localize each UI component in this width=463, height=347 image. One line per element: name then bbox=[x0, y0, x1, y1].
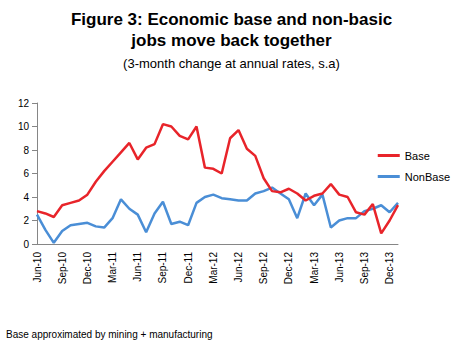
svg-text:Sep-13: Sep-13 bbox=[359, 252, 370, 285]
svg-text:Dec-11: Dec-11 bbox=[183, 252, 194, 284]
svg-text:8: 8 bbox=[23, 145, 29, 156]
svg-text:Jun-13: Jun-13 bbox=[334, 252, 345, 283]
svg-text:Sep-12: Sep-12 bbox=[258, 252, 269, 285]
svg-text:Dec-10: Dec-10 bbox=[82, 252, 93, 285]
svg-text:Mar-12: Mar-12 bbox=[208, 252, 219, 284]
svg-text:Jun-11: Jun-11 bbox=[132, 252, 143, 282]
svg-text:Mar-13: Mar-13 bbox=[309, 252, 320, 284]
svg-text:Sep-11: Sep-11 bbox=[157, 252, 168, 284]
svg-text:(3-month change at annual rate: (3-month change at annual rates, s.a) bbox=[123, 56, 340, 71]
svg-text:10: 10 bbox=[18, 121, 30, 132]
svg-text:Jun-12: Jun-12 bbox=[233, 252, 244, 283]
svg-text:Base: Base bbox=[405, 150, 430, 162]
svg-text:0: 0 bbox=[23, 239, 29, 250]
svg-text:jobs move back together: jobs move back together bbox=[130, 31, 332, 50]
svg-text:Dec-12: Dec-12 bbox=[283, 252, 294, 285]
svg-text:2: 2 bbox=[23, 215, 29, 226]
svg-text:Jun-10: Jun-10 bbox=[32, 252, 43, 283]
svg-text:6: 6 bbox=[23, 168, 29, 179]
svg-text:Sep-10: Sep-10 bbox=[57, 252, 68, 285]
svg-text:Figure 3: Economic base and no: Figure 3: Economic base and non-basic bbox=[71, 10, 392, 29]
svg-text:NonBase: NonBase bbox=[405, 171, 450, 183]
svg-text:12: 12 bbox=[18, 98, 30, 109]
svg-text:Dec-13: Dec-13 bbox=[384, 252, 395, 285]
svg-text:4: 4 bbox=[23, 192, 29, 203]
svg-text:Base approximated by mining +: Base approximated by mining + manufactur… bbox=[6, 329, 213, 340]
svg-text:Mar-11: Mar-11 bbox=[107, 252, 118, 283]
